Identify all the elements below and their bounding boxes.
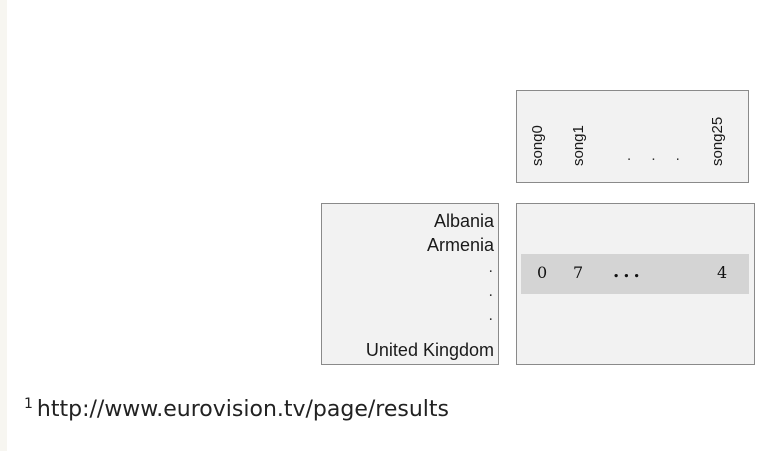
country-dot-3: . bbox=[488, 307, 493, 324]
footnote-url[interactable]: http://www.eurovision.tv/page/results bbox=[36, 397, 449, 422]
country-dot-1: . bbox=[488, 259, 493, 276]
left-margin-strip bbox=[0, 0, 7, 451]
country-armenia: Armenia bbox=[426, 235, 494, 255]
cell-value-25: 4 bbox=[717, 263, 728, 282]
highlighted-row: 0 7 ... 4 bbox=[521, 254, 749, 294]
footnote: 1 http://www.eurovision.tv/page/results bbox=[24, 396, 449, 422]
cell-value-1: 7 bbox=[573, 263, 584, 282]
matrix-box: 0 7 ... 4 bbox=[516, 203, 755, 365]
cell-ellipsis: ... bbox=[613, 261, 644, 282]
footnote-marker: 1 bbox=[24, 396, 33, 412]
country-albania: Albania bbox=[433, 211, 494, 231]
songs-ellipsis: . . . bbox=[627, 147, 688, 164]
songs-header-box: song0 song1 . . . song25 bbox=[516, 90, 749, 183]
song-label-25: song25 bbox=[709, 116, 726, 166]
country-united-kingdom: United Kingdom bbox=[365, 340, 494, 360]
song-label-0: song0 bbox=[529, 125, 546, 166]
cell-value-0: 0 bbox=[537, 263, 548, 282]
country-dot-2: . bbox=[488, 283, 493, 300]
song-label-1: song1 bbox=[570, 125, 587, 166]
countries-box: Albania Armenia . . . United Kingdom bbox=[321, 203, 499, 365]
